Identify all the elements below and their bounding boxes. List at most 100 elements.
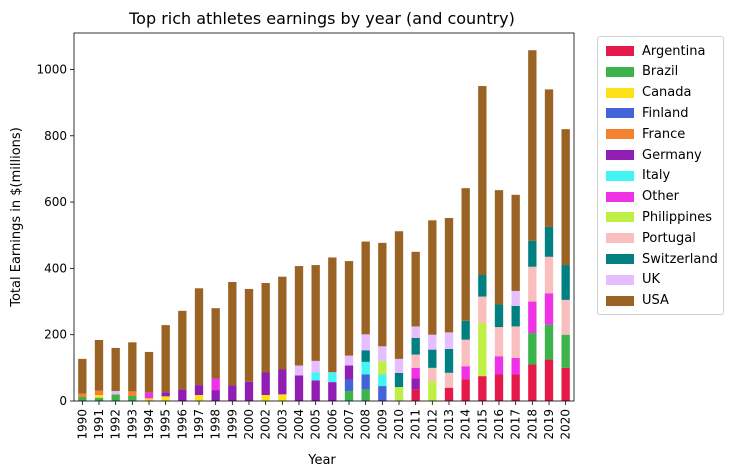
bar-segment bbox=[378, 242, 387, 347]
bar-segment bbox=[128, 396, 137, 401]
bar-segment bbox=[311, 360, 320, 373]
legend-item: Switzerland bbox=[606, 250, 718, 268]
bar-segment bbox=[561, 367, 570, 401]
bar-segment bbox=[78, 393, 87, 398]
x-tick-label: 2015 bbox=[475, 409, 489, 440]
bar-segment bbox=[494, 190, 504, 305]
bar-segment bbox=[511, 290, 520, 306]
bar-segment bbox=[328, 372, 337, 383]
bar-segment bbox=[411, 251, 420, 327]
bar-segment bbox=[444, 372, 454, 388]
bar-segment bbox=[361, 241, 370, 335]
x-tick-label: 1999 bbox=[225, 409, 239, 440]
bar-segment bbox=[128, 391, 137, 397]
x-tick-label: 2012 bbox=[425, 409, 439, 440]
bar-segment bbox=[211, 308, 220, 379]
bar-segment bbox=[78, 358, 87, 394]
bar-segment bbox=[78, 397, 87, 401]
x-tick-label: 2003 bbox=[275, 409, 289, 440]
bar-segment bbox=[144, 398, 154, 401]
x-tick-label: 2011 bbox=[409, 409, 423, 440]
bar-segment bbox=[428, 367, 437, 382]
bar-segment bbox=[161, 392, 170, 397]
y-tick-label: 600 bbox=[44, 195, 67, 209]
legend-swatch bbox=[606, 66, 634, 77]
bar-segment bbox=[528, 240, 537, 267]
bars-layer bbox=[78, 50, 570, 401]
bar-segment bbox=[278, 369, 287, 395]
bar-segment bbox=[494, 374, 504, 401]
bar-segment bbox=[361, 374, 370, 390]
plot-frame bbox=[73, 32, 575, 402]
legend-item: Brazil bbox=[606, 63, 678, 81]
bar-segment bbox=[444, 332, 454, 349]
bar-segment bbox=[328, 257, 337, 373]
legend-item: Argentina bbox=[606, 42, 705, 60]
legend-item: UK bbox=[606, 271, 660, 289]
bar-segment bbox=[561, 265, 570, 300]
bar-segment bbox=[478, 86, 487, 276]
x-tick-label: 2000 bbox=[242, 409, 256, 440]
bar-segment bbox=[528, 333, 537, 365]
bar-segment bbox=[494, 327, 504, 357]
bar-segment bbox=[394, 372, 404, 388]
bar-segment bbox=[244, 288, 254, 382]
bar-segment bbox=[161, 325, 170, 393]
x-tick-label: 2010 bbox=[392, 409, 406, 440]
bar-segment bbox=[344, 365, 354, 380]
legend-swatch bbox=[606, 150, 634, 160]
legend-item: Other bbox=[606, 188, 679, 206]
axes-layer: 1990 1991 1992 1993 1994 1995 1996 1997 1998 1999… bbox=[36, 32, 575, 440]
legend-item: France bbox=[606, 125, 685, 143]
bar-segment bbox=[311, 372, 320, 381]
bar-segment bbox=[378, 374, 387, 387]
bar-segment bbox=[478, 296, 487, 324]
legend-item: Canada bbox=[606, 84, 691, 102]
bar-segment bbox=[211, 390, 220, 401]
bar-segment bbox=[311, 265, 320, 361]
bar-segment bbox=[478, 323, 487, 377]
bar-segment bbox=[478, 275, 487, 297]
bar-segment bbox=[361, 361, 370, 375]
x-tick-label: 2005 bbox=[309, 409, 323, 440]
bar-segment bbox=[411, 389, 420, 401]
bar-segment bbox=[344, 391, 354, 401]
bar-segment bbox=[528, 364, 537, 401]
bar-segment bbox=[361, 334, 370, 351]
bar-segment bbox=[194, 395, 204, 401]
legend-item: Philippines bbox=[606, 208, 712, 226]
bar-segment bbox=[511, 305, 520, 327]
legend-label: Finland bbox=[642, 105, 689, 121]
x-tick-label: 2002 bbox=[259, 409, 273, 440]
x-tick-label: 2013 bbox=[442, 409, 456, 440]
bar-segment bbox=[394, 231, 404, 359]
bar-segment bbox=[378, 346, 387, 362]
y-tick-label: 0 bbox=[59, 394, 67, 408]
legend-swatch bbox=[606, 170, 634, 181]
y-tick-label: 200 bbox=[44, 328, 67, 342]
bar-segment bbox=[444, 348, 454, 373]
x-axis-label: Year bbox=[307, 453, 336, 468]
bar-segment bbox=[94, 395, 104, 398]
legend-swatch bbox=[606, 233, 634, 244]
bar-segment bbox=[178, 389, 187, 401]
bar-segment bbox=[94, 397, 104, 401]
legend-label: UK bbox=[642, 272, 661, 288]
bar-segment bbox=[461, 339, 470, 367]
bar-segment bbox=[544, 226, 554, 257]
bar-segment bbox=[411, 378, 420, 390]
bar-segment bbox=[311, 380, 320, 401]
bar-segment bbox=[528, 50, 537, 241]
x-tick-label: 1990 bbox=[75, 409, 89, 440]
y-axis-label: Total Earnings in $(millions) bbox=[9, 127, 24, 308]
legend-label: Switzerland bbox=[642, 251, 718, 267]
bar-segment bbox=[261, 282, 270, 373]
x-tick-label: 2014 bbox=[459, 409, 473, 440]
x-tick-label: 1994 bbox=[142, 409, 156, 440]
bar-segment bbox=[361, 389, 370, 401]
legend-swatch bbox=[606, 295, 634, 306]
legend-label: Italy bbox=[642, 168, 671, 184]
bar-segment bbox=[111, 394, 120, 401]
legend-label: Canada bbox=[642, 85, 692, 101]
